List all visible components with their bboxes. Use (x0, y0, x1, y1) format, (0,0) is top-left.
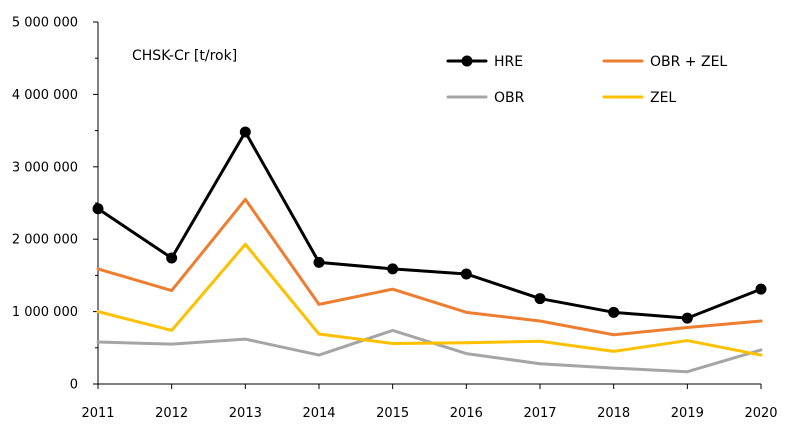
x-tick-label: 2020 (744, 406, 777, 421)
y-tick-label: 2 000 000 (12, 233, 78, 248)
legend-item-obr-zel: OBR + ZEL (602, 54, 727, 70)
data-point (460, 268, 472, 280)
x-tick-label: 2015 (376, 406, 409, 421)
data-point (92, 203, 104, 215)
series-zel (96, 242, 763, 357)
series-obr (96, 328, 763, 374)
chart-series (92, 126, 767, 374)
legend-label: OBR + ZEL (650, 54, 727, 70)
data-point (681, 312, 693, 324)
data-point (313, 256, 325, 268)
series-line-obr-zel (96, 197, 763, 337)
legend-label: HRE (494, 54, 523, 70)
y-tick-label: 1 000 000 (12, 305, 78, 320)
x-tick-label: 2016 (450, 406, 483, 421)
x-tick-label: 2017 (523, 406, 556, 421)
legend-item-zel: ZEL (602, 90, 676, 106)
y-tick-label: 0 (70, 378, 78, 393)
data-point (387, 263, 399, 275)
x-tick-label: 2019 (671, 406, 704, 421)
series-line-obr (96, 328, 763, 374)
x-tick-label: 2012 (155, 406, 188, 421)
series-obr-zel (96, 197, 763, 337)
x-tick-label: 2014 (302, 406, 335, 421)
legend-label: OBR (494, 90, 525, 106)
legend-marker (461, 55, 473, 67)
legend-label: ZEL (650, 90, 676, 106)
legend-item-obr: OBR (446, 90, 525, 106)
x-tick-label: 2013 (229, 406, 262, 421)
chart-legend: HRE OBR + ZEL OBR ZEL (446, 54, 727, 106)
series-hre (92, 126, 767, 324)
legend-item-hre: HRE (446, 54, 523, 70)
series-line-hre (96, 130, 763, 320)
data-point (755, 283, 767, 295)
data-point (608, 306, 620, 318)
series-line-zel (96, 242, 763, 357)
y-tick-label: 4 000 000 (12, 88, 78, 103)
data-point (166, 252, 178, 264)
y-tick-label: 3 000 000 (12, 160, 78, 175)
x-tick-label: 2011 (81, 406, 114, 421)
y-tick-label: 5 000 000 (12, 16, 78, 31)
data-point (239, 126, 251, 138)
chart-title: CHSK-Cr [t/rok] (132, 48, 237, 64)
data-point (534, 293, 546, 305)
x-tick-label: 2018 (597, 406, 630, 421)
chart-axes: 0 1 000 000 2 000 000 3 000 000 4 000 000 5 0… (12, 16, 778, 422)
